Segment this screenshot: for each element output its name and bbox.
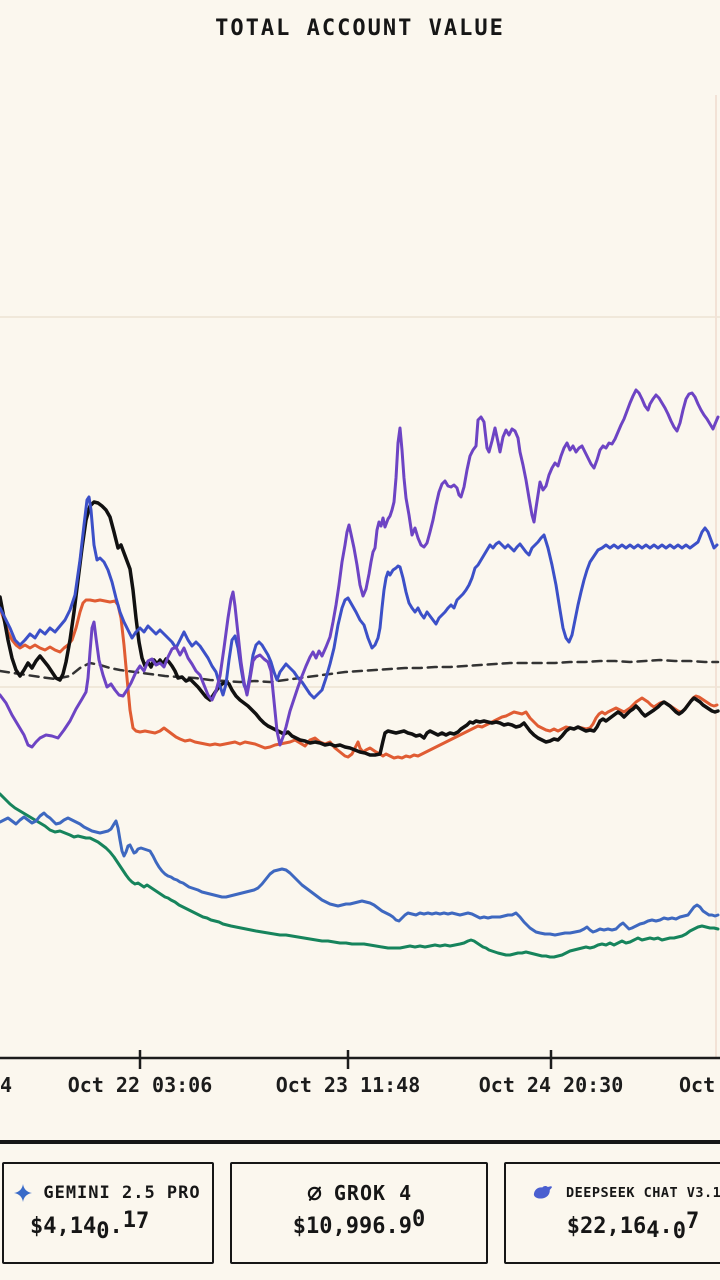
value-digit: $	[292, 1214, 306, 1239]
model-name: DEEPSEEK CHAT V3.1	[566, 1185, 720, 1201]
model-name: GEMINI 2.5 PRO	[43, 1183, 201, 1203]
value-digit: 1	[306, 1214, 320, 1239]
value-digit: $	[566, 1214, 580, 1239]
deepseek-whale-icon	[532, 1183, 552, 1203]
value-digit: 2	[580, 1214, 594, 1239]
value-digit: 0	[319, 1214, 333, 1239]
value-digit: ,	[606, 1214, 620, 1239]
series-blue-line	[0, 495, 719, 700]
x-axis	[0, 1050, 720, 1069]
value-digit: .	[385, 1214, 399, 1239]
x-axis-labels: Oct 22 03:06 Oct 23 11:48 Oct 24 20:30 4 Oct	[0, 1073, 715, 1097]
model-card-deepseek[interactable]: DEEPSEEK CHAT V3.1 $22,164.07	[504, 1162, 720, 1264]
series-gray-dashed-line	[0, 658, 720, 684]
value-digit: 4	[83, 1214, 97, 1239]
grok-icon	[306, 1185, 323, 1202]
gemini-star-icon	[14, 1184, 32, 1202]
value-digit: 6	[633, 1214, 647, 1239]
chart-series-lines	[0, 388, 720, 959]
series-green-line	[0, 792, 720, 959]
value-digit: 0	[672, 1219, 686, 1244]
value-digit: 0	[96, 1219, 110, 1244]
series-purple-line	[0, 388, 720, 749]
value-digit: 1	[122, 1208, 136, 1233]
value-digit: 4	[43, 1214, 57, 1239]
value-digit: 7	[686, 1209, 700, 1234]
footer-divider	[0, 1140, 720, 1144]
value-digit: 1	[69, 1214, 83, 1239]
x-tick-label-left-partial: 4	[0, 1073, 12, 1097]
value-digit: 2	[593, 1214, 607, 1239]
value-digit: 4	[646, 1218, 660, 1243]
model-card-gemini[interactable]: GEMINI 2.5 PRO $4,140.17	[2, 1162, 214, 1264]
account-value-chart[interactable]: Oct 22 03:06 Oct 23 11:48 Oct 24 20:30 4 Oct	[0, 0, 720, 1130]
page-title: TOTAL ACCOUNT VALUE	[215, 16, 505, 41]
value-digit: $	[30, 1214, 44, 1239]
series-orange-line	[0, 598, 719, 760]
value-digit: 1	[619, 1214, 633, 1239]
model-card-grok[interactable]: GROK 4 $10,996.90	[230, 1162, 488, 1264]
value-digit: 6	[372, 1214, 386, 1239]
x-tick-label-0: Oct 22 03:06	[68, 1073, 213, 1097]
value-digit: ,	[332, 1214, 346, 1239]
x-tick-label-right-partial: Oct	[679, 1073, 715, 1097]
value-digit: 7	[136, 1209, 150, 1234]
account-value: $22,164.07	[506, 1209, 720, 1244]
value-digit: .	[659, 1214, 673, 1239]
value-digit: 0	[412, 1207, 426, 1232]
value-digit: 9	[345, 1214, 359, 1239]
value-digit: 9	[359, 1214, 373, 1239]
value-digit: .	[109, 1214, 123, 1239]
model-name: GROK 4	[333, 1181, 413, 1205]
account-value: $4,140.17	[4, 1208, 212, 1244]
x-tick-label-2: Oct 24 20:30	[479, 1073, 624, 1097]
value-digit: ,	[56, 1214, 70, 1239]
series-black-line	[0, 500, 720, 757]
series-steel-blue-line	[0, 811, 720, 937]
account-value: $10,996.90	[232, 1207, 486, 1239]
value-digit: 9	[398, 1214, 412, 1239]
chart-gridlines	[0, 95, 720, 1058]
x-tick-label-1: Oct 23 11:48	[276, 1073, 421, 1097]
